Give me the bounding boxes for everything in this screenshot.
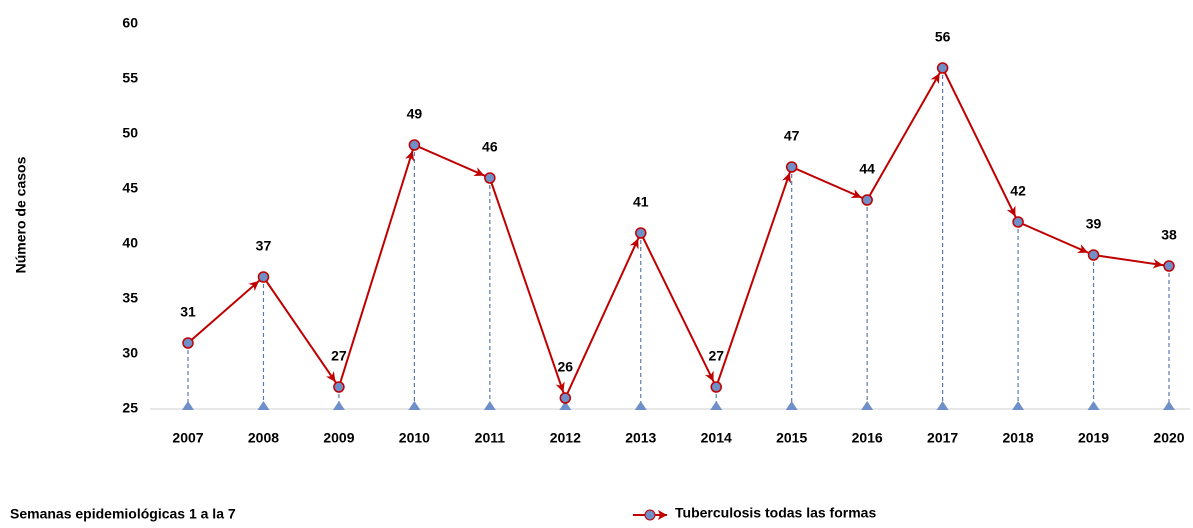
y-tick-label: 40 [122, 235, 138, 251]
data-label: 42 [1010, 183, 1026, 199]
data-label: 46 [482, 139, 498, 155]
y-tick-label: 50 [122, 125, 138, 141]
base-marker [182, 401, 194, 410]
arrowhead [473, 167, 485, 177]
x-tick-label: 2008 [248, 430, 279, 446]
point [936, 62, 949, 74]
point [635, 227, 647, 239]
data-label: 41 [633, 194, 649, 210]
x-tick-label: 2007 [172, 430, 203, 446]
x-tick-label: 2019 [1078, 430, 1109, 446]
y-tick-label: 55 [122, 70, 138, 86]
base-marker [257, 401, 270, 410]
base-marker [861, 401, 874, 410]
data-label: 27 [331, 348, 347, 364]
point [257, 271, 270, 283]
y-tick-label: 25 [122, 400, 138, 416]
y-tick-label: 45 [122, 180, 138, 196]
arrowhead [325, 371, 336, 383]
arrowhead [850, 189, 862, 199]
data-label: 47 [784, 128, 800, 144]
point [559, 392, 572, 404]
x-tick-label: 2013 [625, 430, 656, 446]
data-label: 27 [708, 348, 724, 364]
point [333, 381, 345, 393]
point [182, 337, 194, 349]
arrowhead [405, 150, 415, 162]
legend-label: Tuberculosis todas las formas [675, 505, 876, 521]
y-axis-label: Número de casos [13, 156, 29, 273]
base-marker [785, 401, 798, 410]
y-tick-label: 30 [122, 345, 138, 361]
x-tick-label: 2014 [701, 430, 732, 446]
series-line [187, 65, 1170, 401]
point [785, 161, 798, 173]
arrowhead [1006, 205, 1016, 217]
legend-arrow [658, 510, 667, 520]
data-label: 38 [1161, 227, 1177, 243]
x-tick-label: 2015 [776, 430, 807, 446]
x-tick-label: 2011 [475, 430, 506, 446]
base-marker [634, 401, 647, 410]
point [1012, 216, 1024, 228]
base-marker [332, 401, 345, 410]
data-label: 31 [180, 304, 196, 320]
base-marker [1087, 401, 1100, 410]
arrowhead [629, 238, 639, 250]
data-label: 39 [1086, 216, 1102, 232]
x-tick-label: 2016 [852, 430, 883, 446]
data-label: 37 [256, 238, 272, 254]
arrowhead [930, 73, 940, 85]
point [484, 172, 496, 184]
legend-marker [644, 509, 656, 521]
arrowhead [248, 280, 259, 292]
x-tick-label: 2009 [323, 430, 354, 446]
x-tick-label: 2020 [1153, 430, 1184, 446]
note: Semanas epidemiológicas 1 a la 7 [10, 506, 236, 522]
arrowhead [1077, 244, 1089, 254]
point [1087, 249, 1100, 261]
base-marker [559, 401, 572, 410]
data-label: 56 [935, 29, 951, 45]
arrowhead [782, 172, 792, 184]
base-marker [936, 401, 949, 410]
arrowhead [704, 370, 714, 382]
point [861, 194, 873, 206]
base-marker [710, 401, 723, 410]
y-tick-label: 35 [122, 290, 138, 306]
data-label: 44 [859, 161, 875, 177]
base-marker [1163, 401, 1175, 410]
x-tick-label: 2018 [1002, 430, 1033, 446]
base-marker [408, 401, 421, 410]
base-marker [483, 401, 496, 410]
base-marker [1012, 401, 1025, 410]
data-label: 26 [558, 359, 574, 375]
point [408, 139, 421, 151]
point [710, 381, 722, 393]
x-tick-label: 2012 [550, 430, 581, 446]
data-label: 49 [407, 106, 423, 122]
arrowhead [1152, 258, 1164, 269]
x-tick-label: 2010 [399, 430, 430, 446]
y-tick-label: 60 [122, 15, 138, 31]
point [1163, 260, 1175, 272]
x-tick-label: 2017 [927, 430, 958, 446]
arrowhead [555, 381, 565, 393]
